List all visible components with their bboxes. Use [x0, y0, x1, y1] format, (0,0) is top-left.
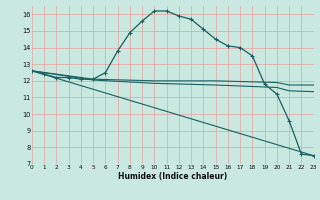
X-axis label: Humidex (Indice chaleur): Humidex (Indice chaleur): [118, 172, 228, 181]
